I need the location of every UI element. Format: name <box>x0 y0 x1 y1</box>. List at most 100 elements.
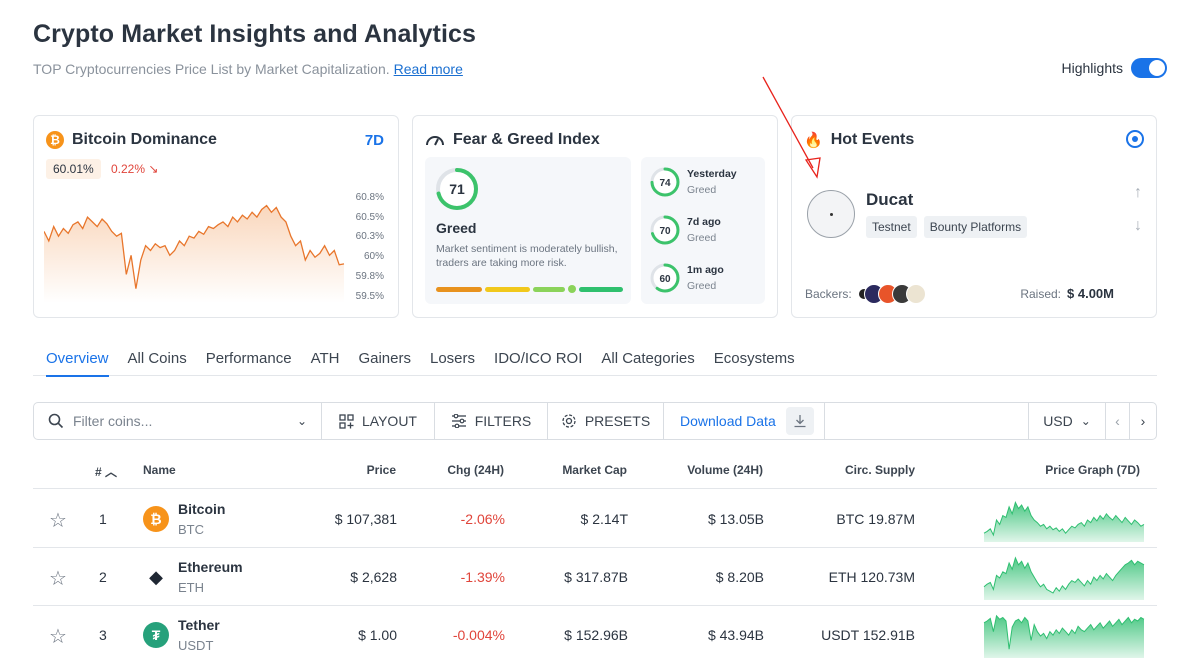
price-sparkline <box>983 556 1145 600</box>
header-market-cap[interactable]: Market Cap <box>562 463 627 477</box>
tab-losers[interactable]: Losers <box>430 350 476 367</box>
sparkline-line <box>983 556 1145 594</box>
coin-supply: BTC 19.87M <box>836 511 915 527</box>
dominance-value: 60.01% <box>46 159 101 179</box>
tab-all-coins[interactable]: All Coins <box>127 350 187 367</box>
download-label: Download Data <box>680 413 776 429</box>
subtitle-text: TOP Cryptocurrencies Price List by Marke… <box>33 61 390 77</box>
filters-button[interactable]: FILTERS <box>435 403 548 439</box>
bitcoin-dominance-card: ₿ Bitcoin Dominance 7D 60.01% 0.22% ↘ 60… <box>33 115 399 318</box>
chevron-down-icon[interactable]: ⌄ <box>296 414 307 428</box>
coin-price: $ 2,628 <box>350 569 397 585</box>
fear-greed-card: Fear & Greed Index 71 Greed Market senti… <box>412 115 778 318</box>
layout-icon <box>339 413 354 429</box>
star-icon[interactable]: ☆ <box>49 510 67 532</box>
scroll-right-button[interactable]: › <box>1130 403 1156 439</box>
history-label: Greed <box>687 232 717 244</box>
header-volume[interactable]: Volume (24H) <box>687 463 763 477</box>
presets-button[interactable]: PRESETS <box>548 403 664 439</box>
coin-volume: $ 8.20B <box>715 569 764 585</box>
axis-tick-label: 59.5% <box>355 290 384 302</box>
arrow-up-icon[interactable]: ↑ <box>1134 184 1142 201</box>
history-label: Greed <box>687 280 717 292</box>
header-change[interactable]: Chg (24H) <box>447 463 504 477</box>
btc-dominance-title-text: Bitcoin Dominance <box>72 131 217 148</box>
scale-extreme-greed <box>579 286 623 292</box>
history-ring: 74 <box>650 167 680 197</box>
history-value: 60 <box>659 274 671 285</box>
tab-all-categories[interactable]: All Categories <box>601 350 695 367</box>
bitcoin-icon: ₿ <box>143 506 169 532</box>
header-name[interactable]: Name <box>143 463 176 477</box>
backer-avatar[interactable] <box>905 284 926 304</box>
header-supply[interactable]: Circ. Supply <box>844 463 915 477</box>
range-7d-button[interactable]: 7D <box>364 132 384 149</box>
tab-performance[interactable]: Performance <box>205 350 292 367</box>
header-rank[interactable]: # ︿ <box>95 463 117 480</box>
star-icon[interactable]: ☆ <box>49 568 67 590</box>
scroll-left-button[interactable]: ‹ <box>1106 403 1130 439</box>
tab-overview[interactable]: Overview <box>33 350 118 377</box>
fear-greed-history: 74 Yesterday Greed 70 7d ago Greed 60 1m ago Gre… <box>641 157 765 304</box>
btc-dominance-title: ₿ Bitcoin Dominance <box>46 131 217 149</box>
dominance-axis: 60.8% 60.5% 60.3% 60% 59.8% 59.5% <box>356 188 384 306</box>
tab-ath[interactable]: ATH <box>310 350 340 367</box>
history-label: Greed <box>687 184 717 196</box>
fear-greed-history-item: 60 1m ago Greed <box>649 262 724 294</box>
layout-label: LAYOUT <box>362 413 417 429</box>
header-price[interactable]: Price <box>366 463 396 477</box>
coin-change: -2.06% <box>460 511 505 527</box>
page-title: Crypto Market Insights and Analytics <box>33 20 477 48</box>
history-ring: 60 <box>650 263 680 293</box>
tab-gainers[interactable]: Gainers <box>358 350 411 367</box>
search-input[interactable] <box>73 413 273 429</box>
axis-tick-label: 60% <box>363 251 384 263</box>
arrow-down-icon[interactable]: ↓ <box>1134 217 1142 234</box>
tag-bounty-platforms: Bounty Platforms <box>923 216 1028 238</box>
coin-rank: 3 <box>99 627 107 643</box>
scale-marker <box>568 285 576 293</box>
tab-ido-ico-roi[interactable]: IDO/ICO ROI <box>494 350 583 367</box>
fear-greed-title-text: Fear & Greed Index <box>453 131 600 148</box>
scale-fear <box>485 286 530 292</box>
filters-label: FILTERS <box>474 413 532 429</box>
project-name[interactable]: Ducat <box>866 190 914 209</box>
history-period: 7d ago <box>687 216 721 228</box>
presets-label: PRESETS <box>584 413 651 429</box>
backer-avatars <box>857 284 926 304</box>
hot-events-indicator[interactable] <box>1126 130 1144 148</box>
ducat-logo[interactable] <box>807 190 855 238</box>
arrow-down-right-icon: ↘ <box>148 162 159 176</box>
coin-name[interactable]: Tether <box>178 617 220 633</box>
tab-ecosystems[interactable]: Ecosystems <box>713 350 795 367</box>
table-row[interactable]: ☆ 3 ₮ Tether USDT $ 1.00 -0.004% $ 152.96B $ 43.… <box>33 606 1157 661</box>
star-icon[interactable]: ☆ <box>49 626 67 648</box>
dominance-line <box>44 204 345 289</box>
read-more-link[interactable]: Read more <box>393 61 463 77</box>
hot-events-title: 🔥 Hot Events <box>804 131 914 149</box>
coin-rank: 2 <box>99 569 107 585</box>
currency-select[interactable]: USD ⌄ <box>1028 403 1106 439</box>
layout-button[interactable]: LAYOUT <box>322 403 435 439</box>
download-data-button[interactable]: Download Data <box>664 403 825 439</box>
hot-events-title-text: Hot Events <box>830 131 915 148</box>
currency-value: USD <box>1043 413 1073 429</box>
main-tabs: Overview All Coins Performance ATH Gainers Lo… <box>33 350 1157 377</box>
fear-greed-description: Market sentiment is moderately bullish, … <box>436 243 618 269</box>
highlights-toggle[interactable] <box>1131 58 1167 78</box>
fire-icon: 🔥 <box>804 132 823 149</box>
history-period: 1m ago <box>687 264 724 276</box>
sparkline-area <box>984 502 1144 542</box>
project-tags: Testnet Bounty Platforms <box>866 216 1028 238</box>
download-icon[interactable] <box>785 407 814 435</box>
coin-name[interactable]: Ethereum <box>178 559 243 575</box>
axis-tick-label: 59.8% <box>355 270 384 282</box>
table-row[interactable]: ☆ 2 ◆ Ethereum ETH $ 2,628 -1.39% $ 317.87B $ 8.… <box>33 548 1157 606</box>
dominance-area <box>44 205 344 303</box>
search-box[interactable]: ⌄ <box>34 403 322 439</box>
coin-name[interactable]: Bitcoin <box>178 501 226 517</box>
chevron-right-icon: › <box>1140 413 1146 429</box>
axis-tick-label: 60.8% <box>355 192 384 203</box>
table-row[interactable]: ☆ 1 ₿ Bitcoin BTC $ 107,381 -2.06% $ 2.14T $ 13.… <box>33 490 1157 548</box>
raised-label: Raised: <box>1020 287 1062 301</box>
